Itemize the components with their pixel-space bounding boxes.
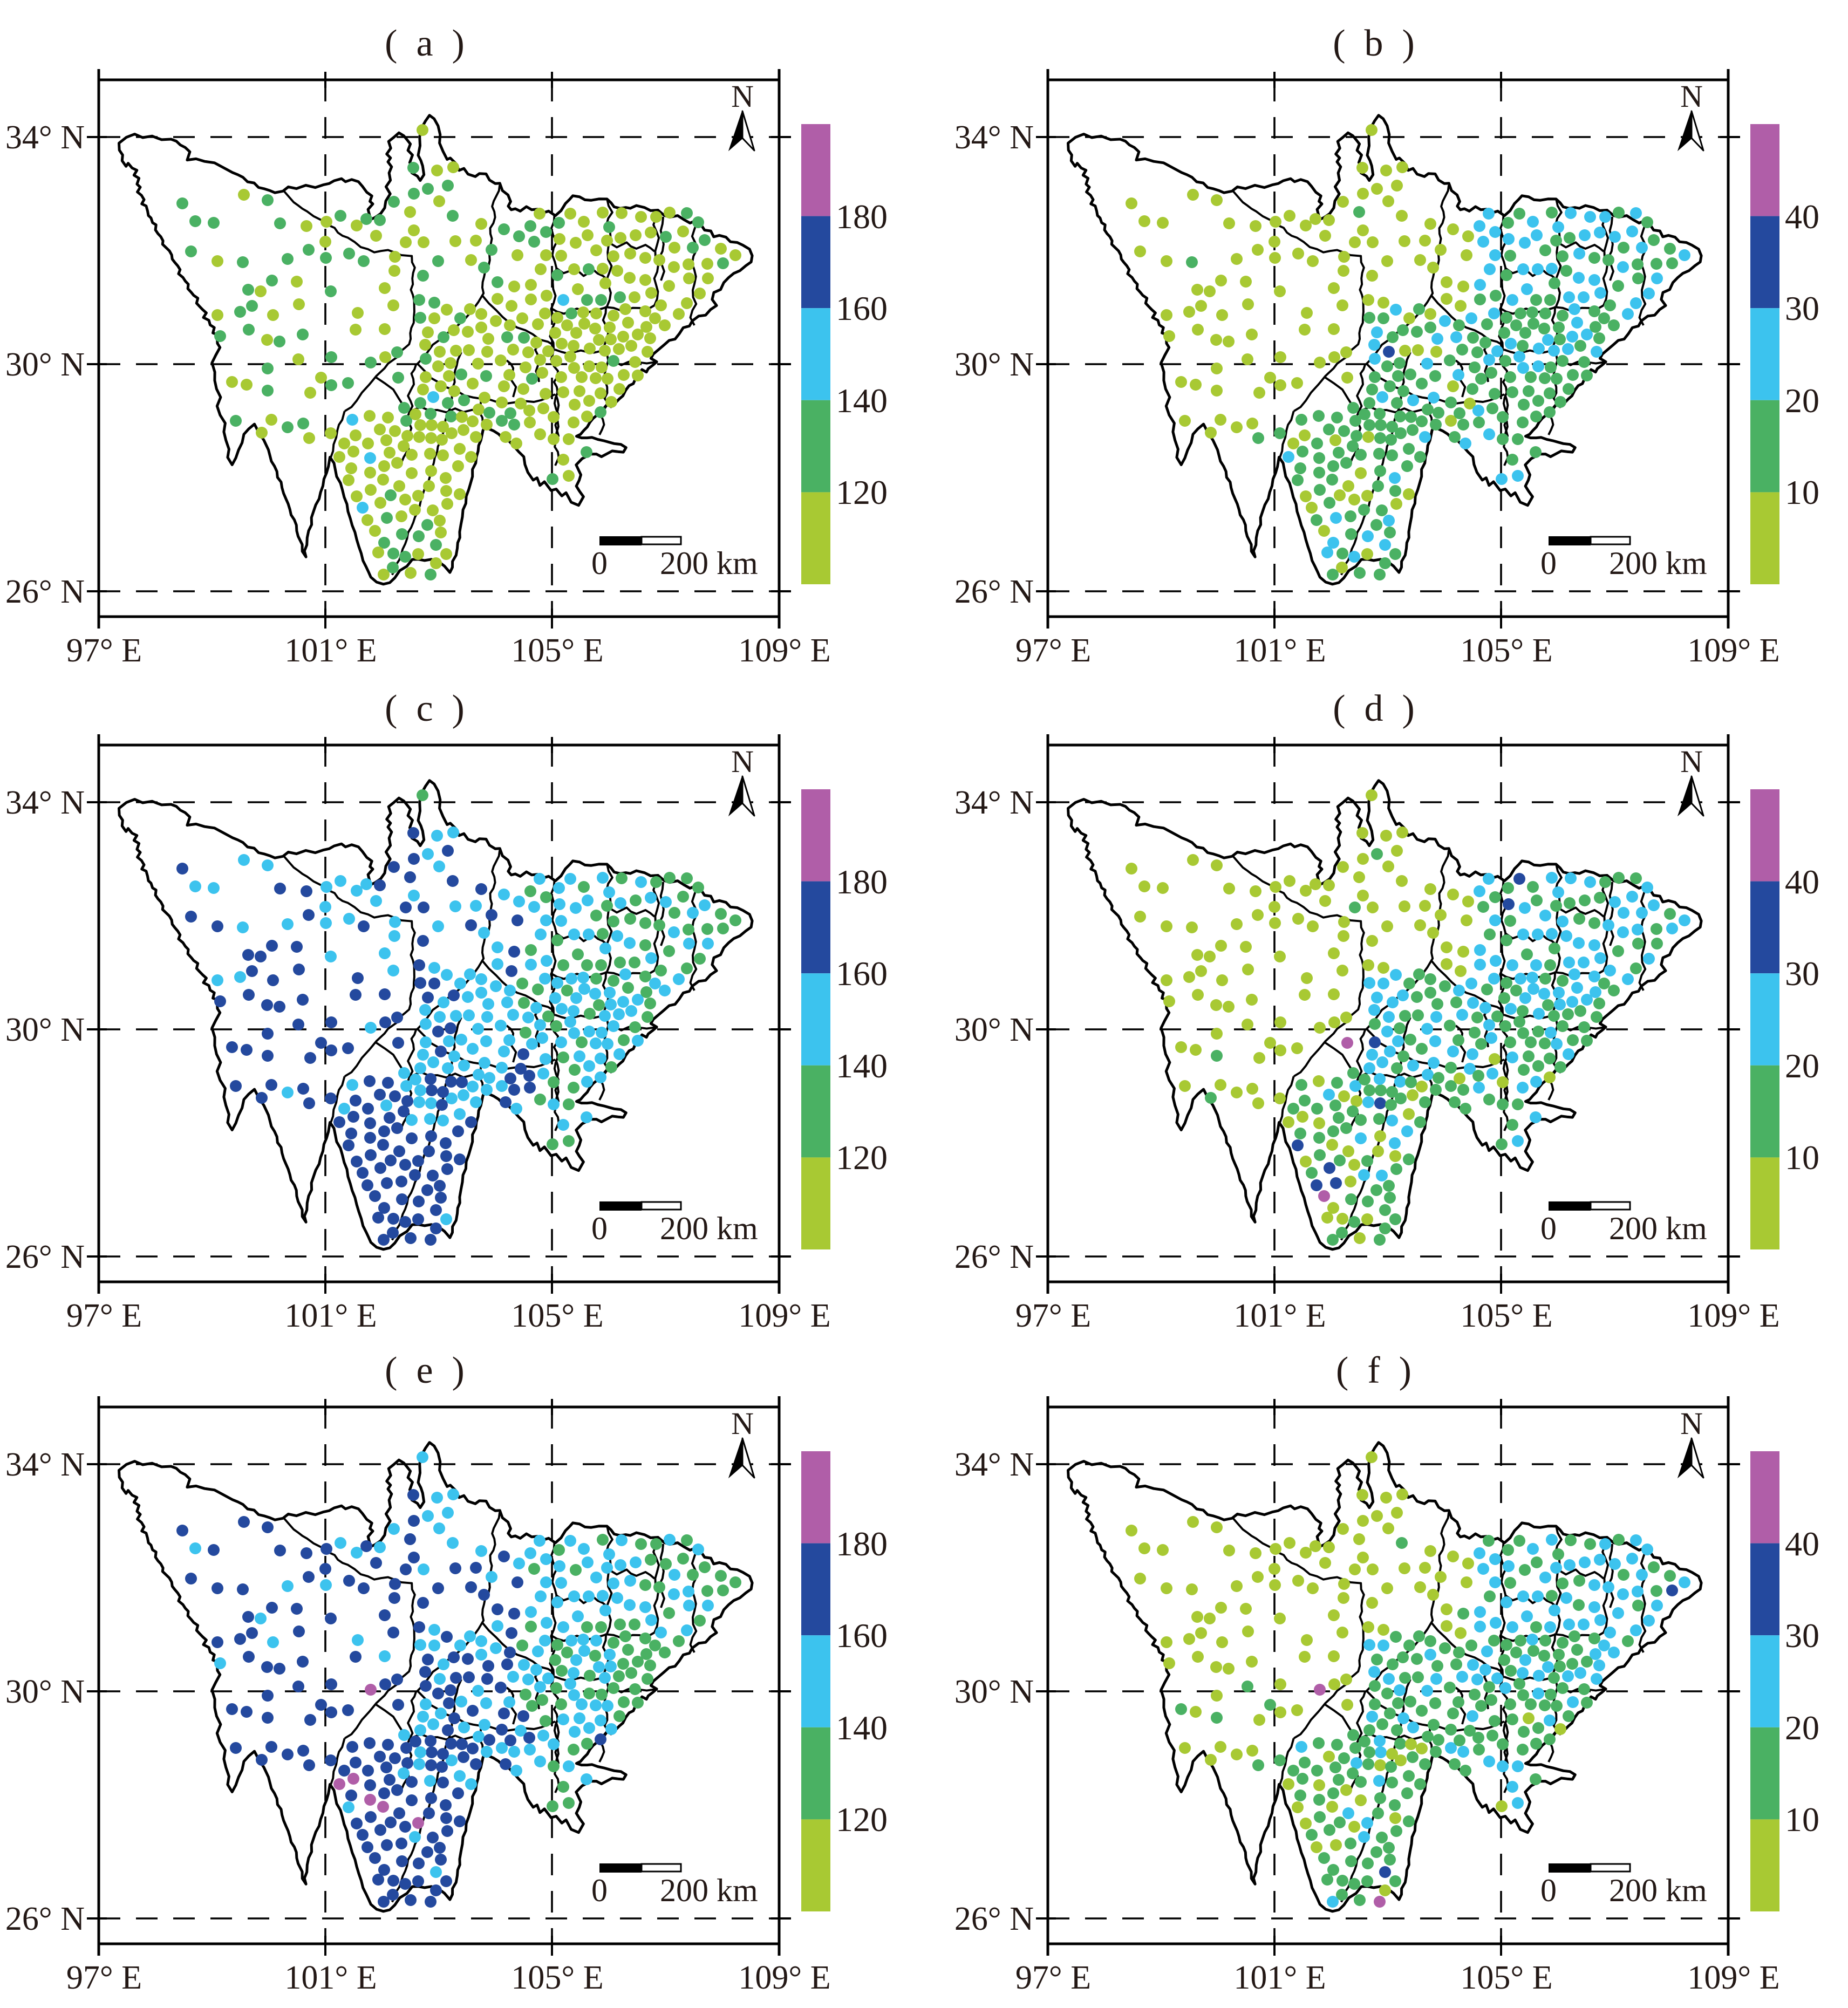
svg-text:30: 30 <box>1785 954 1819 993</box>
svg-text:26° N: 26° N <box>5 1239 85 1275</box>
svg-text:109° E: 109° E <box>1687 1959 1779 1996</box>
svg-text:101° E: 101° E <box>284 1959 377 1996</box>
svg-text:180: 180 <box>836 197 888 236</box>
svg-text:40: 40 <box>1785 197 1819 236</box>
svg-text:109° E: 109° E <box>738 632 830 669</box>
svg-text:30° N: 30° N <box>5 346 85 383</box>
svg-text:109° E: 109° E <box>1687 632 1779 669</box>
svg-text:101° E: 101° E <box>1233 1959 1326 1996</box>
svg-text:26° N: 26° N <box>954 1239 1034 1275</box>
svg-text:105° E: 105° E <box>1460 1959 1552 1996</box>
svg-text:40: 40 <box>1785 863 1819 901</box>
svg-text:105° E: 105° E <box>1460 632 1552 669</box>
svg-text:105° E: 105° E <box>511 632 603 669</box>
svg-text:109° E: 109° E <box>1687 1297 1779 1334</box>
svg-text:34° N: 34° N <box>5 119 85 156</box>
svg-text:109° E: 109° E <box>738 1959 830 1996</box>
svg-text:( b ): ( b ) <box>1333 23 1415 64</box>
svg-text:140: 140 <box>836 1709 888 1747</box>
svg-text:26° N: 26° N <box>5 1901 85 1937</box>
svg-text:97° E: 97° E <box>66 1959 142 1996</box>
svg-text:30° N: 30° N <box>954 346 1034 383</box>
svg-text:30° N: 30° N <box>5 1674 85 1710</box>
svg-text:120: 120 <box>836 1138 888 1177</box>
svg-text:( a ): ( a ) <box>385 23 465 64</box>
svg-text:10: 10 <box>1785 1800 1819 1839</box>
svg-text:180: 180 <box>836 1525 888 1563</box>
svg-text:97° E: 97° E <box>66 1297 142 1334</box>
svg-text:20: 20 <box>1785 381 1819 420</box>
svg-text:( d ): ( d ) <box>1333 688 1415 729</box>
svg-text:34° N: 34° N <box>954 119 1034 156</box>
svg-text:30° N: 30° N <box>954 1674 1034 1710</box>
svg-text:34° N: 34° N <box>5 1446 85 1483</box>
svg-text:105° E: 105° E <box>511 1297 603 1334</box>
svg-text:120: 120 <box>836 473 888 511</box>
svg-text:10: 10 <box>1785 473 1819 511</box>
svg-text:97° E: 97° E <box>1015 632 1091 669</box>
svg-text:101° E: 101° E <box>1233 1297 1326 1334</box>
svg-text:160: 160 <box>836 1616 888 1655</box>
svg-text:160: 160 <box>836 954 888 993</box>
svg-text:30: 30 <box>1785 1616 1819 1655</box>
svg-text:40: 40 <box>1785 1525 1819 1563</box>
svg-text:120: 120 <box>836 1800 888 1839</box>
svg-text:26° N: 26° N <box>954 573 1034 610</box>
svg-text:30: 30 <box>1785 289 1819 327</box>
svg-text:180: 180 <box>836 863 888 901</box>
svg-text:140: 140 <box>836 381 888 420</box>
svg-text:101° E: 101° E <box>1233 632 1326 669</box>
svg-text:97° E: 97° E <box>66 632 142 669</box>
svg-text:101° E: 101° E <box>284 1297 377 1334</box>
svg-text:26° N: 26° N <box>5 573 85 610</box>
svg-text:30° N: 30° N <box>5 1012 85 1048</box>
svg-text:20: 20 <box>1785 1047 1819 1085</box>
svg-text:10: 10 <box>1785 1138 1819 1177</box>
svg-text:101° E: 101° E <box>284 632 377 669</box>
svg-text:26° N: 26° N <box>954 1901 1034 1937</box>
svg-text:160: 160 <box>836 289 888 327</box>
svg-text:34° N: 34° N <box>5 784 85 821</box>
svg-text:97° E: 97° E <box>1015 1959 1091 1996</box>
svg-text:105° E: 105° E <box>1460 1297 1552 1334</box>
svg-text:20: 20 <box>1785 1709 1819 1747</box>
svg-text:( f ): ( f ) <box>1336 1350 1411 1391</box>
svg-text:97° E: 97° E <box>1015 1297 1091 1334</box>
svg-text:( e ): ( e ) <box>385 1350 465 1391</box>
svg-text:( c ): ( c ) <box>385 688 465 729</box>
svg-text:109° E: 109° E <box>738 1297 830 1334</box>
svg-text:34° N: 34° N <box>954 784 1034 821</box>
svg-text:34° N: 34° N <box>954 1446 1034 1483</box>
svg-text:140: 140 <box>836 1047 888 1085</box>
svg-text:30° N: 30° N <box>954 1012 1034 1048</box>
svg-text:105° E: 105° E <box>511 1959 603 1996</box>
